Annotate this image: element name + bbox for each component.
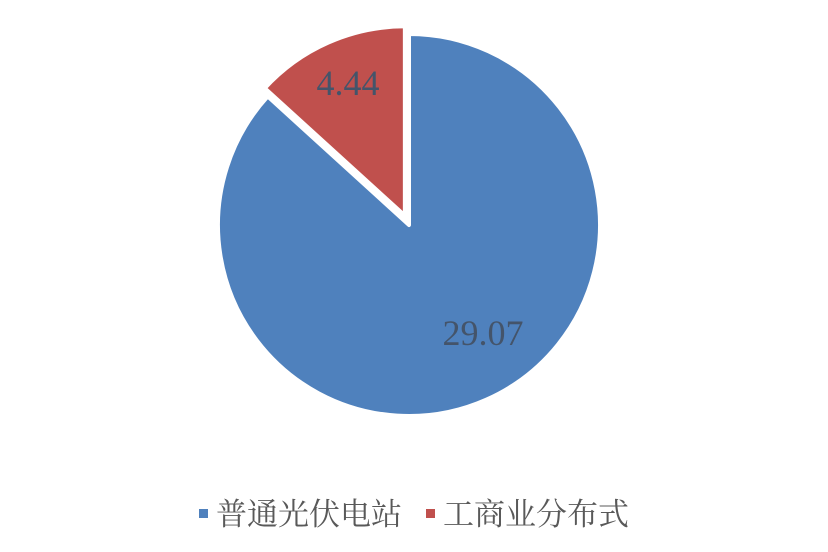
svg-text:4.44: 4.44 (317, 63, 380, 103)
svg-text:29.07: 29.07 (443, 313, 524, 353)
